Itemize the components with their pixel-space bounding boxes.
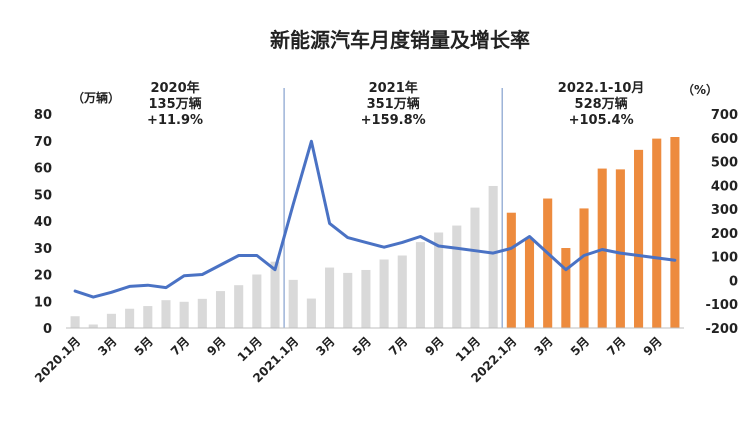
bar-2020.1: [70, 316, 80, 328]
bar-2020.5: [143, 306, 153, 328]
bar-2022.9: [652, 138, 662, 328]
bar-2022.2: [524, 238, 535, 328]
x-tick-label: 7月: [604, 334, 628, 358]
bar-2020.10: [234, 285, 244, 328]
bar-2021.7: [397, 255, 407, 328]
x-tick-label: 7月: [168, 334, 192, 358]
bar-2022.5: [579, 208, 589, 328]
left-tick-label: 50: [34, 188, 52, 203]
x-tick-label: 5月: [350, 334, 374, 358]
x-tick-label: 2020.1月: [32, 334, 83, 385]
bar-2021.10: [452, 225, 462, 328]
bar-2022.4: [561, 248, 571, 328]
left-tick-label: 60: [34, 162, 52, 177]
right-tick-label: 600: [711, 132, 738, 147]
bar-2021.1: [288, 279, 298, 328]
x-tick-label: 9月: [204, 334, 228, 358]
bar-2021.8: [415, 242, 425, 328]
chart-title: 新能源汽车月度销量及增长率: [270, 28, 530, 52]
bar-2022.10: [670, 137, 680, 328]
left-tick-label: 0: [43, 322, 52, 337]
left-tick-label: 10: [34, 295, 52, 310]
annotation-line: +11.9%: [147, 113, 203, 128]
bar-2020.11: [252, 274, 262, 328]
bar-2021.4: [343, 272, 353, 328]
bar-2022.7: [615, 169, 625, 328]
right-tick-label: -100: [705, 298, 738, 313]
annotation-line: +159.8%: [361, 113, 426, 128]
annotation-line: 135万辆: [148, 96, 201, 112]
right-axis-unit: （%）: [682, 82, 718, 97]
annotation-line: +105.4%: [569, 113, 634, 128]
x-tick-label: 3月: [95, 334, 119, 358]
bar-2020.8: [197, 298, 207, 328]
x-tick-label: 11月: [235, 334, 265, 364]
annotation-line: 2022.1-10月: [558, 81, 645, 96]
bar-2020.6: [161, 300, 171, 328]
bar-2020.3: [106, 313, 116, 328]
right-tick-label: 0: [729, 274, 738, 289]
bar-2021.5: [361, 269, 371, 328]
bar-2020.2: [88, 324, 98, 328]
left-tick-label: 40: [34, 215, 52, 230]
left-tick-label: 20: [34, 269, 52, 284]
right-tick-label: -200: [705, 322, 738, 337]
right-tick-label: 200: [711, 227, 738, 242]
x-tick-label: 3月: [313, 334, 337, 358]
x-tick-label: 5月: [568, 334, 592, 358]
bar-2022.3: [543, 198, 553, 328]
annotation-line: 2020年: [150, 80, 199, 96]
year-separators: [283, 88, 503, 328]
right-tick-label: 700: [711, 108, 738, 123]
annotation-line: 528万辆: [575, 96, 628, 112]
bar-2021.12: [488, 185, 498, 328]
bar-2021.3: [325, 267, 335, 328]
bar-2021.2: [306, 298, 316, 328]
sales-bars: [70, 137, 680, 328]
left-axis: 0 10 20 30 40 50 60 70 80: [34, 108, 52, 337]
bar-2020.4: [125, 308, 135, 328]
annotation-line: 351万辆: [367, 96, 420, 112]
right-axis: -200 -100 0 100 200 300 400 500 600 700: [705, 108, 738, 337]
right-tick-label: 300: [711, 203, 738, 218]
x-tick-label: 5月: [132, 334, 156, 358]
bar-2021.9: [434, 232, 444, 328]
growth-line: [73, 139, 677, 299]
x-tick-label: 3月: [532, 334, 556, 358]
annotation-line: 2021年: [369, 80, 418, 96]
x-tick-label: 9月: [641, 334, 665, 358]
bar-2022.1: [506, 212, 516, 328]
bar-2021.11: [470, 207, 480, 328]
bar-2020.12: [270, 261, 280, 328]
bar-2021.6: [379, 259, 389, 328]
bar-2020.7: [179, 301, 189, 328]
bar-2022.8: [634, 149, 644, 328]
left-tick-label: 70: [34, 135, 52, 150]
left-axis-unit: （万辆）: [72, 90, 120, 105]
left-tick-label: 30: [34, 242, 52, 257]
x-tick-label: 11月: [453, 334, 483, 364]
right-tick-label: 500: [711, 156, 738, 171]
right-tick-label: 100: [711, 251, 738, 266]
right-tick-label: 400: [711, 179, 738, 194]
growth-rate-line: [73, 139, 677, 299]
x-tick-label: 7月: [386, 334, 410, 358]
left-tick-label: 80: [34, 108, 52, 123]
bar-2020.9: [215, 291, 226, 328]
x-tick-label: 9月: [422, 334, 446, 358]
